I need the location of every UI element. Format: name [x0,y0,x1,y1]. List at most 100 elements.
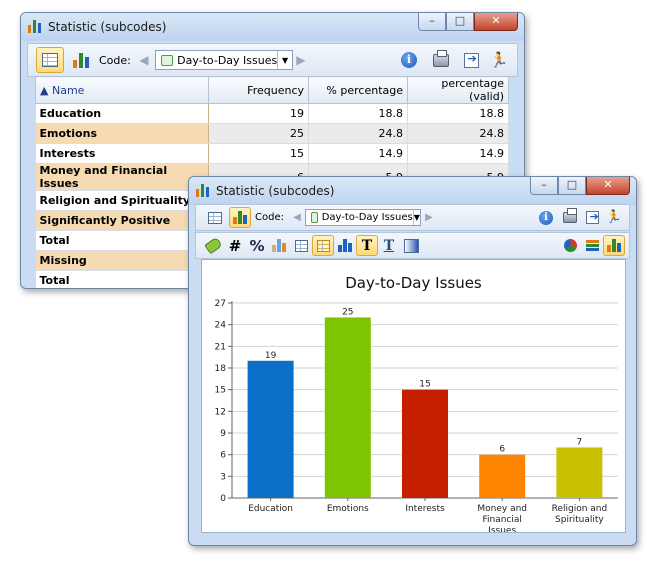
axis-text-button[interactable]: T [378,235,400,256]
grid-icon [294,239,308,252]
chart-format-toolbar: # % T T [195,232,630,259]
code-select-value: Day-to-Day Issues [177,53,278,67]
export-button[interactable] [457,47,485,73]
y-tick-label: 27 [215,299,226,309]
maximize-button[interactable]: □ [558,177,586,195]
background-grid-button[interactable] [312,235,334,256]
bar-chart-app-icon [28,20,42,33]
y-tick-label: 21 [215,342,226,352]
printer-icon [563,208,577,223]
table-row[interactable]: Emotions 25 24.8 24.8 [35,123,509,144]
export-button[interactable] [581,207,603,228]
previous-code-arrow-icon[interactable]: ◀ [293,212,301,223]
x-tick-label: Education [248,504,293,514]
chart-view-button[interactable] [67,47,95,73]
show-percentage-button[interactable]: % [246,235,268,256]
next-code-arrow-icon[interactable]: ▶ [425,212,433,223]
row-percentage-valid: 24.8 [407,123,509,144]
y-tick-label: 0 [220,494,226,504]
grid-highlight-icon [316,239,330,252]
front-statistic-window: Statistic (subcodes) – □ ✕ Code: ◀ Day-t… [188,176,637,546]
export-icon [585,210,599,224]
row-frequency: 15 [208,143,309,164]
front-title-bar[interactable]: Statistic (subcodes) – □ ✕ [189,177,636,205]
table-row[interactable]: Interests 15 14.9 14.9 [35,143,509,164]
table-view-button[interactable] [204,207,226,228]
pie-chart-button[interactable] [559,235,581,256]
chevron-down-icon[interactable]: ▼ [277,51,292,69]
column-chart-button[interactable] [334,235,356,256]
chart-panel: Day-to-Day Issues 0 3 6 9 12 15 18 21 24 27 19 Educa… [201,259,626,533]
chevron-down-icon[interactable]: ▼ [412,210,420,225]
next-code-arrow-icon[interactable]: ▶ [296,53,306,67]
bar [402,389,448,498]
minimize-button[interactable]: – [530,177,558,195]
chart-3d-button[interactable] [268,235,290,256]
code-select[interactable]: Day-to-Day Issues ▼ [304,209,421,226]
sort-ascending-icon: ▲ [40,83,52,97]
vertical-bar-button[interactable] [603,235,625,256]
maximize-button[interactable]: □ [446,13,474,31]
data-label: 15 [419,380,430,390]
column-header-frequency[interactable]: Frequency [208,76,309,104]
x-tick-label: Spirituality [555,515,604,525]
grid-lines-button[interactable] [290,235,312,256]
code-label: Code: [255,212,284,223]
column-header-percentage-valid[interactable]: percentage (valid) [407,76,509,104]
data-label: 25 [342,307,353,317]
row-name: Total [35,270,209,288]
info-icon: i [401,52,417,68]
bar-chart-app-icon [196,184,210,197]
table-view-button[interactable] [36,47,64,73]
row-name: Emotions [35,123,209,144]
info-button[interactable]: i [535,207,557,228]
running-man-icon: 🏃 [489,51,509,69]
run-button[interactable]: 🏃 [603,207,625,228]
row-percentage: 18.8 [308,103,408,124]
previous-code-arrow-icon[interactable]: ◀ [139,53,149,67]
close-button[interactable]: ✕ [586,177,630,195]
x-tick-label: Emotions [327,504,369,514]
back-window-title: Statistic (subcodes) [48,20,167,34]
x-tick-label: Issues [488,526,516,532]
run-button[interactable]: 🏃 [485,47,513,73]
column-header-name[interactable]: ▲ Name [35,76,209,104]
bar [324,317,371,498]
back-toolbar: Code: ◀ Day-to-Day Issues ▼ ▶ i 🏃 [27,43,518,77]
x-tick-label: Financial [482,515,521,525]
x-tick-label: Interests [405,504,445,514]
bar [556,447,603,498]
data-label: 19 [265,351,277,361]
percent-icon: % [249,236,265,255]
data-label: 7 [577,437,583,447]
chart-view-button[interactable] [229,207,251,228]
code-select[interactable]: Day-to-Day Issues ▼ [154,50,293,70]
info-button[interactable]: i [395,47,423,73]
minimize-button[interactable]: – [418,13,446,31]
close-button[interactable]: ✕ [474,13,518,31]
show-frequency-button[interactable]: # [224,235,246,256]
y-tick-label: 15 [215,386,226,396]
row-percentage-valid: 14.9 [407,143,509,164]
x-tick-label: Religion and [552,504,608,514]
title-text-button[interactable]: T [356,235,378,256]
print-button[interactable] [427,47,455,73]
y-tick-label: 12 [215,407,226,417]
table-row[interactable]: Education 19 18.8 18.8 [35,103,509,124]
horizontal-bar-button[interactable] [581,235,603,256]
column-header-percentage[interactable]: % percentage [308,76,408,104]
column-chart-icon [338,239,352,252]
label-button[interactable] [202,235,224,256]
print-button[interactable] [559,207,581,228]
back-title-bar[interactable]: Statistic (subcodes) – □ ✕ [21,13,524,41]
gradient-button[interactable] [400,235,422,256]
x-tick-label: Money and [477,504,527,514]
bar-chart: Day-to-Day Issues 0 3 6 9 12 15 18 21 24 27 19 Educa… [215,274,618,532]
y-tick-label: 18 [215,364,227,374]
printer-icon [433,49,449,67]
row-name: Missing [35,250,209,271]
front-window-title: Statistic (subcodes) [216,184,335,198]
y-tick-label: 6 [220,451,226,461]
data-label: 6 [499,445,505,455]
y-tick-label: 3 [220,472,226,482]
